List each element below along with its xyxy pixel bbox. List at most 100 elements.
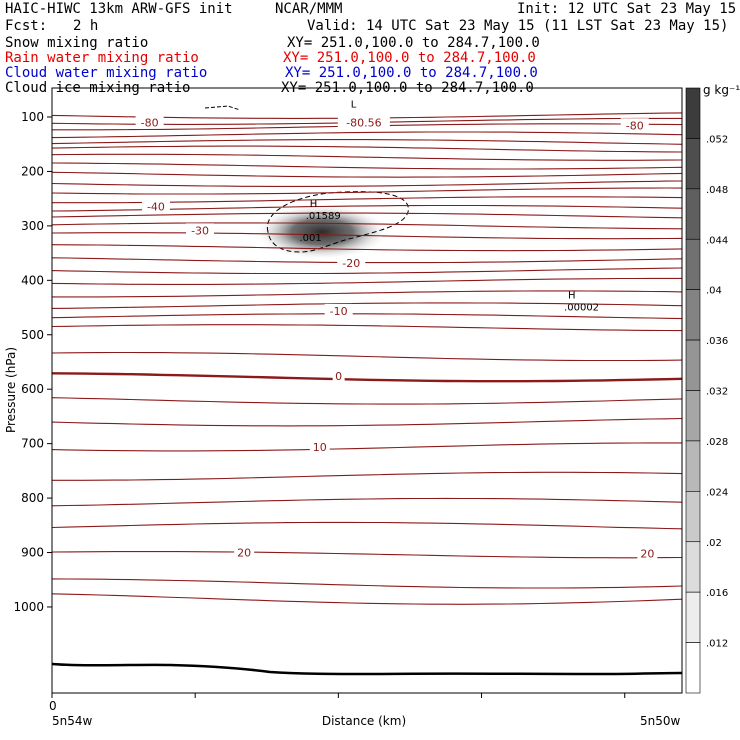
- contour-label: -80.56: [346, 117, 381, 130]
- isotherm-line: [51, 442, 682, 452]
- colorbar-segment: [685, 541, 701, 593]
- isotherm-line: [51, 267, 683, 275]
- field-label-cloudwater: Cloud water mixing ratio: [5, 65, 208, 81]
- isotherm-line: [51, 180, 683, 187]
- colorbar-segment: [685, 289, 701, 341]
- isotherm-line: [52, 290, 683, 298]
- isotherm-line: [51, 497, 683, 507]
- isotherm-line: [51, 153, 683, 161]
- isotherm-line: [51, 578, 683, 589]
- y-tick-label: 600: [21, 382, 44, 396]
- y-tick-label: 100: [21, 110, 44, 124]
- isotherm-layer: [51, 105, 683, 605]
- colorbar-tick-label: .032: [706, 387, 728, 398]
- colorbar-tick-label: .012: [706, 639, 728, 650]
- contour-label-bg: [309, 439, 330, 452]
- colorbar-segment: [685, 642, 701, 694]
- axis-layer: Pressure (hPa) Distance (km) 5n54w 5n50w…: [4, 347, 681, 728]
- extremum-marker: H: [568, 290, 576, 301]
- model-title: HAIC-HIWC 13km ARW-GFS init: [5, 1, 233, 17]
- y-tick-label: 500: [21, 328, 44, 342]
- colorbar-tick-label: .04: [706, 286, 722, 297]
- isotherm-line: [51, 551, 683, 559]
- contour-label-bg: [234, 545, 255, 558]
- extremum-value: .01589: [306, 211, 341, 222]
- isotherm-line: [51, 232, 683, 240]
- colorbar-units: g kg⁻¹: [703, 83, 740, 97]
- isotherm-line: [51, 171, 683, 178]
- org-label: NCAR/MMM: [275, 1, 343, 17]
- isotherm-line: [51, 313, 683, 320]
- isotherm-line: [51, 244, 683, 252]
- isotherm-line: [51, 222, 683, 230]
- extremum-marker: H: [310, 199, 318, 210]
- contour-label: 20: [640, 548, 654, 561]
- x-right-label: 5n50w: [640, 714, 681, 728]
- contour-label-bg: [141, 199, 170, 212]
- colorbar-tick-label: .028: [706, 437, 728, 448]
- x-axis-label: Distance (km): [322, 714, 406, 728]
- colorbar-segment: [685, 188, 701, 240]
- isotherm-line: [52, 471, 683, 481]
- contour-label-bg: [337, 255, 366, 268]
- extremum-value: .00002: [564, 302, 599, 313]
- y-tick-label: 200: [21, 164, 44, 178]
- contour-label: 0: [335, 370, 342, 383]
- colorbar: g kg⁻¹ .052 .048 .044 .04 .036 .032 .028 .024 .0…: [685, 83, 740, 694]
- ice-shading-layer: [254, 191, 409, 260]
- y-tick-label: 300: [21, 219, 44, 233]
- contour-label-bg: [135, 115, 164, 128]
- x-origin-label: 0: [49, 699, 57, 713]
- extremum-marker: L: [351, 99, 357, 110]
- y-tick-label: 1000: [13, 600, 44, 614]
- colorbar-segment: [685, 87, 701, 139]
- isotherm-line: [51, 162, 683, 170]
- isotherm-line: [51, 372, 683, 383]
- isotherm-line: [51, 139, 683, 145]
- y-tick-label: 800: [21, 491, 44, 505]
- isotherm-line: [51, 302, 683, 309]
- fcst-label: Fcst:: [5, 18, 48, 34]
- contour-label: -10: [330, 305, 348, 318]
- contour-label-bg: [337, 115, 390, 128]
- ice-contour-001: [266, 191, 409, 253]
- colorbar-tick-label: .052: [706, 134, 728, 145]
- isotherm-line: [51, 521, 683, 530]
- isotherm-line: [51, 397, 683, 405]
- colorbar-segment: [685, 238, 701, 290]
- contour-label: 10: [313, 441, 327, 454]
- field-xy-snow: XY= 251.0,100.0 to 284.7,100.0: [287, 35, 540, 51]
- extremum-value: .001: [299, 233, 321, 244]
- isotherm-line: [51, 324, 683, 332]
- isotherm-segment: [204, 105, 241, 111]
- contour-label-bg: [620, 118, 649, 131]
- terrain-layer: [51, 662, 683, 676]
- isotherm-line: [51, 593, 683, 605]
- colorbar-segment: [685, 591, 701, 643]
- isotherm-line: [51, 212, 683, 219]
- isotherm-line: [51, 187, 683, 195]
- field-label-snow: Snow mixing ratio: [5, 35, 149, 51]
- colorbar-tick-label: .044: [706, 235, 728, 246]
- colorbar-tick-label: .016: [706, 588, 728, 599]
- colorbar-segment: [685, 491, 701, 543]
- contour-label-bg: [637, 546, 658, 559]
- y-tick-label: 700: [21, 437, 44, 451]
- colorbar-tick-label: .02: [706, 538, 722, 549]
- contour-label: -20: [342, 257, 360, 270]
- y-tick-label: 900: [21, 546, 44, 560]
- contour-label: -80: [141, 117, 159, 130]
- isotherm-line: [51, 257, 683, 264]
- init-time: Init: 12 UTC Sat 23 May 15: [517, 1, 737, 17]
- contour-label-bg: [324, 303, 353, 316]
- terrain-surface-line: [51, 662, 683, 676]
- colorbar-tick-label: .048: [706, 185, 728, 196]
- contour-label: -30: [191, 224, 209, 237]
- y-axis-label: Pressure (hPa): [4, 347, 18, 433]
- contour-label: -80: [626, 119, 644, 132]
- colorbar-tick-label: .024: [706, 487, 728, 498]
- contour-label: 20: [237, 547, 251, 560]
